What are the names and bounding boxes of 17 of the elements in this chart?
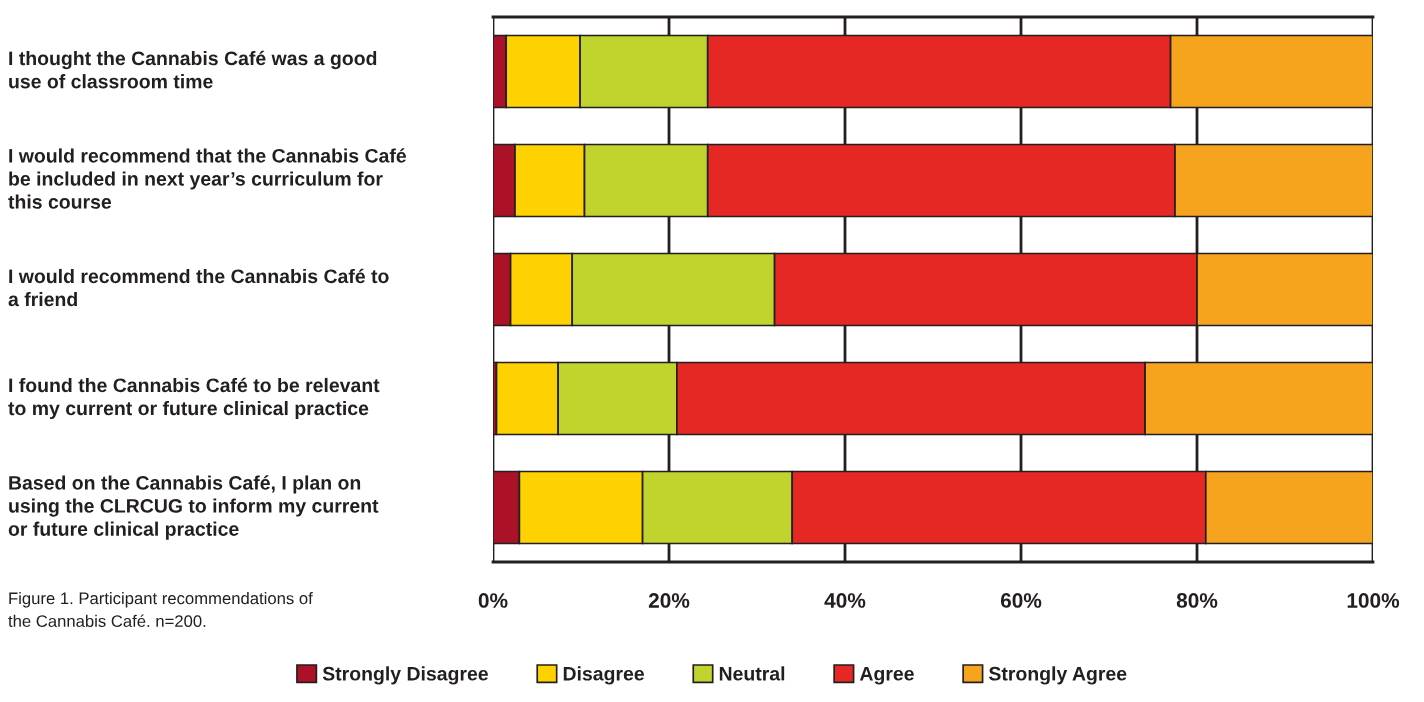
x-tick-label: 60% [1000, 593, 1042, 608]
legend-label: Strongly Disagree [322, 666, 488, 685]
y-tick-label: I would recommend that the Cannabis Café be included in next year’s curriculum for this course [8, 148, 406, 209]
x-tick-label: 80% [1176, 593, 1218, 608]
x-tick-label: 100% [1347, 593, 1400, 608]
legend-label: Strongly Agree [988, 666, 1127, 685]
y-tick-label: Based on the Cannabis Café, I plan on using the CLRCUG to inform my current or future clinical practice [8, 475, 379, 540]
x-tick-label: 20% [648, 593, 690, 608]
y-tick-label: I would recommend the Cannabis Café to a friend [8, 268, 389, 307]
legend-label: Disagree [563, 666, 644, 685]
x-tick-label: 40% [824, 593, 866, 608]
caption: Figure 1. Participant recommendations of the Cannabis Café. n=200. [8, 592, 313, 628]
y-tick-label: I found the Cannabis Café to be relevant to my current or future clinical practice [8, 377, 380, 420]
legend-label: Agree [859, 667, 914, 685]
x-tick-label: 0% [478, 593, 508, 608]
legend-label: Neutral [719, 666, 785, 681]
y-tick-label: I thought the Cannabis Café was a good use of classroom time [9, 50, 377, 89]
